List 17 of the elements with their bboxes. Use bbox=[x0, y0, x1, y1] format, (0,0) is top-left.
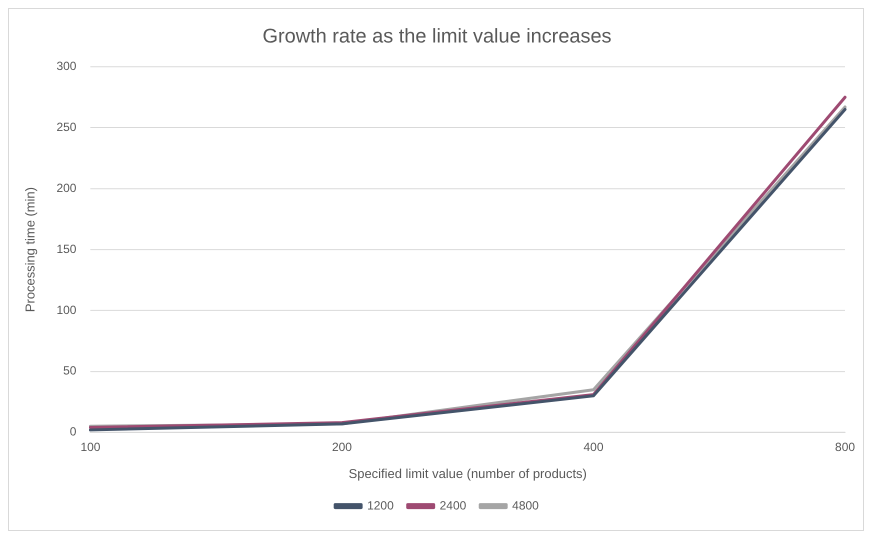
legend-label: 4800 bbox=[512, 498, 540, 512]
y-tick-label: 0 bbox=[70, 424, 77, 439]
chart-title: Growth rate as the limit value increases bbox=[262, 25, 612, 48]
y-tick-label: 200 bbox=[56, 180, 77, 195]
x-tick-label: 100 bbox=[80, 440, 101, 454]
y-tick-label: 250 bbox=[56, 120, 77, 134]
x-tick-label: 200 bbox=[332, 440, 352, 454]
y-tick-label: 50 bbox=[63, 364, 77, 378]
legend-label: 1200 bbox=[367, 498, 394, 512]
x-tick-label: 400 bbox=[584, 440, 604, 454]
x-tick-label: 800 bbox=[835, 440, 856, 454]
y-tick-label: 150 bbox=[56, 242, 77, 256]
y-tick-label: 100 bbox=[56, 302, 77, 317]
legend-label: 2400 bbox=[440, 498, 467, 512]
x-axis-title: Specified limit value (number of products) bbox=[348, 466, 587, 481]
y-axis-title: Processing time (min) bbox=[22, 187, 38, 312]
y-tick-label: 300 bbox=[56, 59, 77, 74]
